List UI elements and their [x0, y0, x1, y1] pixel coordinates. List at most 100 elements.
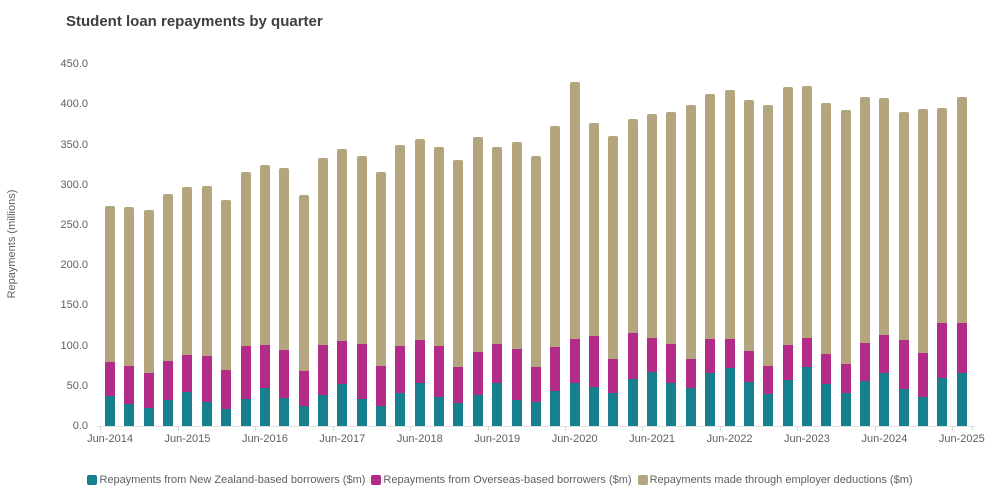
bar-segment-series-0[interactable]	[956, 372, 967, 426]
bar-segment-series-0[interactable]	[472, 395, 483, 426]
bar-Mar-2022[interactable]	[705, 94, 716, 426]
bar-segment-series-1[interactable]	[511, 349, 522, 400]
bar-segment-series-2[interactable]	[317, 157, 328, 346]
bar-Mar-2019[interactable]	[472, 136, 483, 426]
bar-Mar-2023[interactable]	[782, 86, 793, 426]
bar-segment-series-1[interactable]	[221, 369, 232, 410]
bar-segment-series-1[interactable]	[259, 344, 270, 389]
bar-segment-series-0[interactable]	[530, 401, 541, 426]
bar-Jun-2015[interactable]	[182, 187, 193, 426]
bar-segment-series-0[interactable]	[666, 382, 677, 426]
bar-segment-series-1[interactable]	[763, 366, 774, 394]
bar-segment-series-1[interactable]	[298, 370, 309, 406]
bar-Mar-2017[interactable]	[317, 157, 328, 426]
bar-Sep-2015[interactable]	[201, 185, 212, 426]
bar-segment-series-1[interactable]	[356, 343, 367, 399]
bar-Dec-2019[interactable]	[530, 155, 541, 426]
bar-segment-series-0[interactable]	[821, 384, 832, 426]
bar-Sep-2020[interactable]	[589, 122, 599, 426]
bar-segment-series-0[interactable]	[569, 382, 580, 426]
bar-segment-series-1[interactable]	[530, 366, 541, 402]
bar-Jun-2025[interactable]	[956, 97, 967, 426]
legend-item-1[interactable]: Repayments from Overseas-based borrowers…	[371, 474, 632, 486]
bar-segment-series-2[interactable]	[550, 126, 561, 347]
bar-segment-series-2[interactable]	[860, 97, 871, 344]
bar-segment-series-1[interactable]	[879, 335, 890, 373]
bar-segment-series-1[interactable]	[821, 354, 832, 385]
bar-Dec-2021[interactable]	[685, 105, 696, 426]
bar-segment-series-1[interactable]	[414, 339, 425, 383]
bar-segment-series-1[interactable]	[163, 360, 174, 400]
bar-Jun-2017[interactable]	[337, 148, 348, 426]
bar-Sep-2017[interactable]	[356, 155, 367, 426]
bar-segment-series-1[interactable]	[317, 345, 328, 395]
bar-segment-series-0[interactable]	[589, 387, 599, 426]
bar-segment-series-0[interactable]	[240, 398, 251, 426]
bar-segment-series-0[interactable]	[627, 379, 638, 426]
bar-segment-series-0[interactable]	[298, 405, 309, 426]
bar-segment-series-1[interactable]	[376, 366, 387, 406]
bar-segment-series-2[interactable]	[511, 142, 522, 350]
bar-segment-series-2[interactable]	[569, 82, 580, 339]
bar-segment-series-2[interactable]	[163, 193, 174, 361]
bar-segment-series-0[interactable]	[201, 401, 212, 426]
bar-segment-series-2[interactable]	[453, 159, 464, 367]
bar-segment-series-1[interactable]	[143, 373, 154, 409]
bar-Sep-2023[interactable]	[821, 102, 832, 426]
bar-segment-series-2[interactable]	[182, 187, 193, 355]
bar-segment-series-0[interactable]	[143, 408, 154, 426]
bar-Sep-2019[interactable]	[511, 142, 522, 426]
bar-segment-series-1[interactable]	[860, 343, 871, 381]
bar-segment-series-0[interactable]	[550, 390, 561, 426]
bar-Mar-2024[interactable]	[860, 97, 871, 426]
bar-segment-series-1[interactable]	[492, 343, 503, 383]
bar-Jun-2023[interactable]	[801, 85, 812, 426]
bar-segment-series-2[interactable]	[356, 155, 367, 344]
bar-segment-series-2[interactable]	[395, 145, 406, 346]
bar-segment-series-2[interactable]	[705, 94, 716, 340]
bar-segment-series-0[interactable]	[376, 405, 387, 426]
bar-segment-series-2[interactable]	[298, 195, 309, 371]
bar-Jun-2019[interactable]	[492, 147, 503, 426]
bar-segment-series-0[interactable]	[840, 393, 851, 426]
bar-segment-series-1[interactable]	[937, 322, 948, 379]
bar-segment-series-1[interactable]	[801, 337, 812, 368]
bar-segment-series-1[interactable]	[434, 345, 445, 398]
bar-segment-series-1[interactable]	[589, 336, 599, 388]
bar-segment-series-1[interactable]	[201, 356, 212, 402]
bar-Sep-2018[interactable]	[434, 147, 445, 426]
bar-segment-series-2[interactable]	[956, 97, 967, 323]
bar-segment-series-2[interactable]	[685, 105, 696, 360]
bar-Mar-2015[interactable]	[163, 193, 174, 426]
bar-segment-series-2[interactable]	[627, 119, 638, 333]
bar-Jun-2016[interactable]	[259, 164, 270, 426]
bar-segment-series-0[interactable]	[608, 393, 619, 426]
bar-segment-series-0[interactable]	[860, 380, 871, 426]
bar-segment-series-2[interactable]	[414, 138, 425, 340]
bar-segment-series-0[interactable]	[511, 399, 522, 426]
bar-Jun-2022[interactable]	[724, 90, 735, 426]
bar-Mar-2016[interactable]	[240, 172, 251, 426]
bar-segment-series-1[interactable]	[724, 339, 735, 368]
bar-Dec-2023[interactable]	[840, 110, 851, 426]
bar-segment-series-0[interactable]	[163, 400, 174, 426]
bar-segment-series-1[interactable]	[705, 339, 716, 373]
bar-Sep-2021[interactable]	[666, 111, 677, 426]
bar-segment-series-1[interactable]	[395, 346, 406, 394]
bar-segment-series-2[interactable]	[143, 209, 154, 374]
bar-segment-series-1[interactable]	[782, 345, 793, 381]
bar-segment-series-2[interactable]	[472, 136, 483, 353]
bar-segment-series-0[interactable]	[221, 409, 232, 426]
bar-segment-series-2[interactable]	[743, 99, 754, 351]
bar-segment-series-0[interactable]	[763, 393, 774, 426]
bar-segment-series-2[interactable]	[821, 102, 832, 355]
bar-segment-series-1[interactable]	[898, 340, 909, 389]
bar-segment-series-1[interactable]	[956, 322, 967, 373]
bar-segment-series-2[interactable]	[724, 90, 735, 340]
bar-segment-series-2[interactable]	[530, 155, 541, 367]
bar-segment-series-1[interactable]	[240, 345, 251, 399]
bar-Jun-2018[interactable]	[414, 138, 425, 426]
bar-segment-series-0[interactable]	[434, 397, 445, 426]
bar-segment-series-1[interactable]	[840, 363, 851, 394]
bar-segment-series-2[interactable]	[240, 172, 251, 346]
